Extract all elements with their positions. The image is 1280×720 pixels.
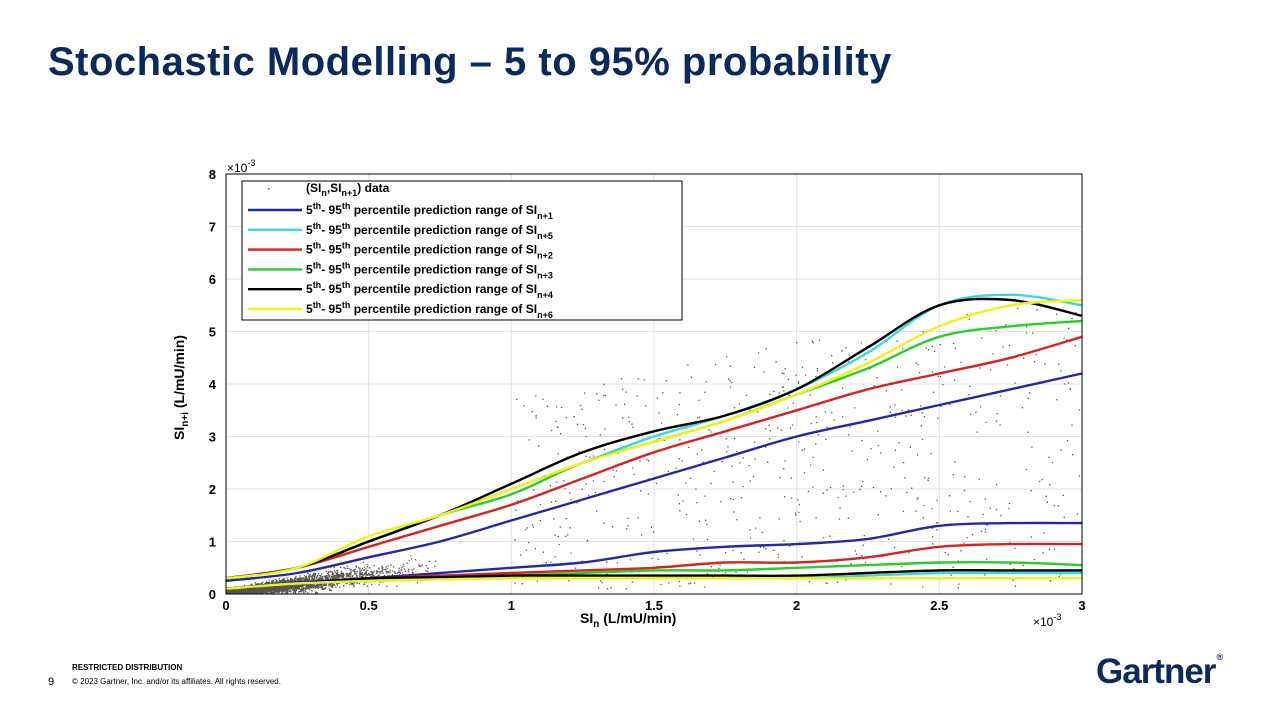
x-tick-label: 2 — [793, 598, 800, 613]
legend-box — [241, 180, 683, 321]
legend-label-n+6: 5th- 95th percentile prediction range of… — [306, 300, 553, 320]
y-multiplier: ×10-3 — [227, 158, 255, 175]
x-tick-label: 2.5 — [930, 598, 948, 613]
logo-text: Gartner — [1096, 652, 1216, 691]
gartner-logo: Gartner® — [1096, 652, 1223, 692]
x-tick-label: 1 — [508, 598, 515, 613]
series-n+6-lower — [225, 577, 1082, 590]
series-n+6-upper — [225, 298, 1083, 580]
y-tick-label: 6 — [209, 272, 216, 287]
slide-title: Stochastic Modelling – 5 to 95% probabil… — [48, 40, 892, 84]
y-tick-label: 2 — [209, 482, 216, 497]
y-tick-label: 1 — [209, 535, 216, 550]
x-tick-label: 1.5 — [645, 598, 663, 613]
x-tick-label: 0.5 — [360, 598, 378, 613]
page-number: 9 — [48, 676, 55, 688]
series-n+4-upper — [225, 297, 1083, 580]
y-tick-label: 4 — [209, 377, 217, 392]
series-n+1-upper — [225, 372, 1083, 583]
x-tick-label: 3 — [1078, 598, 1085, 613]
y-axis-label: SIn+i (L/mU/min) — [171, 335, 191, 440]
legend-label-n+2: 5th- 95th percentile prediction range of… — [306, 241, 553, 261]
series-n+4-lower — [225, 568, 1082, 590]
y-tick-label: 3 — [209, 430, 216, 445]
legend-label-n+1: 5th- 95th percentile prediction range of… — [306, 201, 553, 221]
restricted-label: RESTRICTED DISTRIBUTION — [72, 663, 183, 672]
y-tick-label: 5 — [209, 325, 216, 340]
legend-label-n+4: 5th- 95th percentile prediction range of… — [306, 280, 553, 300]
legend-scatter-label: (SIn,SIn+1) data — [306, 181, 390, 198]
y-tick-label: 8 — [209, 167, 216, 182]
legend-label-n+3: 5th- 95th percentile prediction range of… — [306, 260, 553, 280]
legend-scatter-marker — [268, 188, 270, 190]
legend: (SIn,SIn+1) data 5th- 95th percentile pre… — [241, 180, 683, 321]
x-multiplier: ×10-3 — [1033, 612, 1061, 629]
tick-labels: 0 0.5 1 1.5 2 2.5 3 0 1 2 3 4 5 6 7 8 — [209, 167, 1086, 613]
copyright: © 2023 Gartner, Inc. and/or its affiliat… — [72, 677, 281, 686]
legend-label-n+5: 5th- 95th percentile prediction range of… — [306, 221, 553, 241]
x-tick-label: 0 — [222, 598, 229, 613]
y-tick-label: 0 — [209, 587, 216, 602]
series-n+2-upper — [225, 335, 1083, 580]
series-lines — [225, 293, 1083, 590]
plot-frame — [225, 173, 1083, 595]
logo-mark: ® — [1216, 652, 1224, 662]
y-tick-label: 7 — [209, 220, 216, 235]
x-axis-label: SIn (L/mU/min) — [580, 610, 676, 630]
